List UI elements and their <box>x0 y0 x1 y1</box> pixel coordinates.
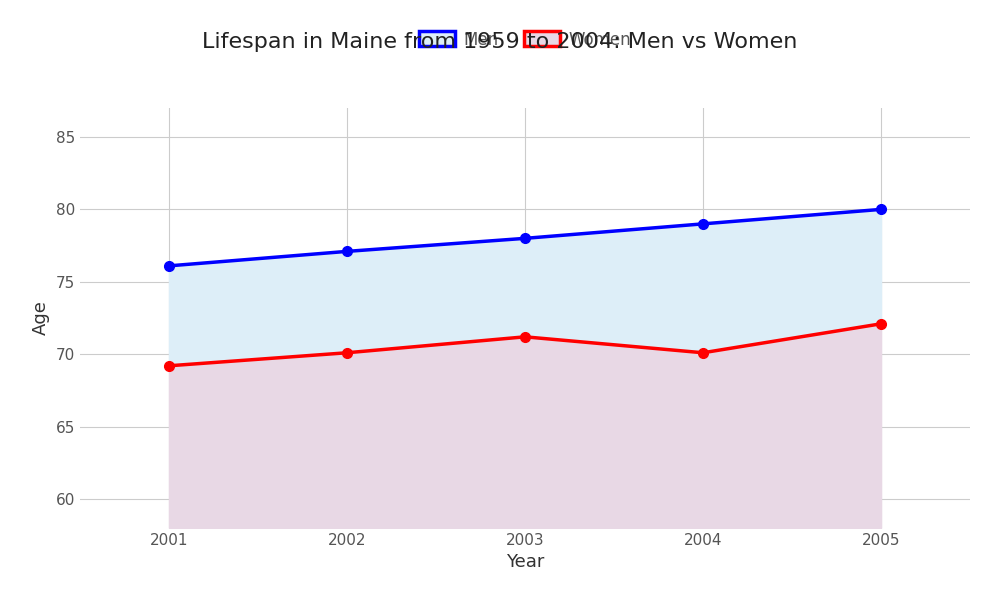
X-axis label: Year: Year <box>506 553 544 571</box>
Y-axis label: Age: Age <box>32 301 50 335</box>
Text: Lifespan in Maine from 1959 to 2004: Men vs Women: Lifespan in Maine from 1959 to 2004: Men… <box>202 32 798 52</box>
Legend: Men, Women: Men, Women <box>412 24 638 55</box>
